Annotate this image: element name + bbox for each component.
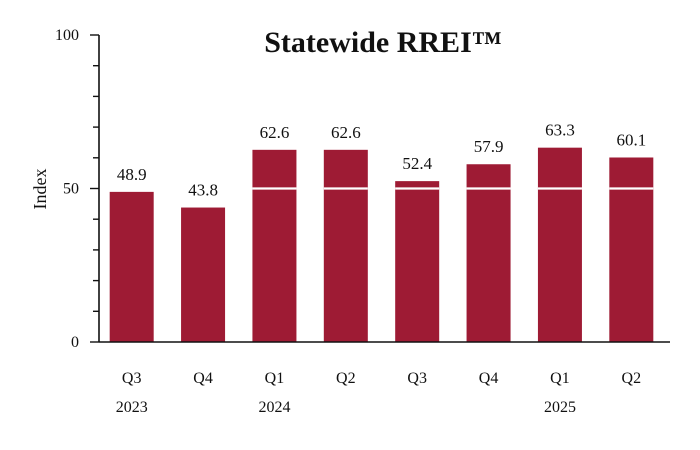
bar (537, 147, 582, 342)
data-label: 43.8 (188, 181, 218, 200)
data-label: 52.4 (402, 154, 432, 173)
y-tick-label: 100 (55, 27, 79, 44)
y-ticks: 0 50 100 (55, 27, 99, 351)
x-category-label: Q2 (336, 370, 356, 387)
bar (181, 207, 226, 342)
x-year-label: 2025 (544, 399, 576, 416)
bar (323, 149, 368, 342)
data-label: 62.6 (331, 123, 361, 142)
data-label: 62.6 (260, 123, 290, 142)
data-labels-group: 48.9 43.8 62.6 62.6 52.4 57.9 63.3 60.1 (117, 121, 646, 200)
x-labels: Q3 2023 Q4 Q1 2024 Q2 Q3 Q4 Q1 2025 Q2 (116, 370, 641, 416)
data-label: 57.9 (474, 137, 504, 156)
bar (395, 181, 440, 342)
data-label: 63.3 (545, 121, 575, 140)
x-category-label: Q1 (550, 370, 570, 387)
x-category-label: Q3 (407, 370, 427, 387)
bar (252, 149, 297, 342)
x-year-label: 2024 (258, 399, 290, 416)
x-category-label: Q3 (122, 370, 142, 387)
data-label: 60.1 (616, 130, 646, 149)
x-category-label: Q1 (265, 370, 285, 387)
bar (609, 157, 654, 342)
x-category-label: Q4 (193, 370, 213, 387)
x-year-label: 2023 (116, 399, 148, 416)
bar (109, 191, 154, 342)
bar (466, 164, 511, 342)
bars-group (109, 147, 654, 342)
y-axis-label: Index (30, 169, 50, 210)
y-tick-label: 50 (63, 181, 79, 198)
chart-title: Statewide RREI™ (264, 26, 502, 59)
y-tick-label: 0 (71, 334, 79, 351)
data-label: 48.9 (117, 165, 147, 184)
x-category-label: Q4 (479, 370, 499, 387)
x-category-label: Q2 (622, 370, 642, 387)
